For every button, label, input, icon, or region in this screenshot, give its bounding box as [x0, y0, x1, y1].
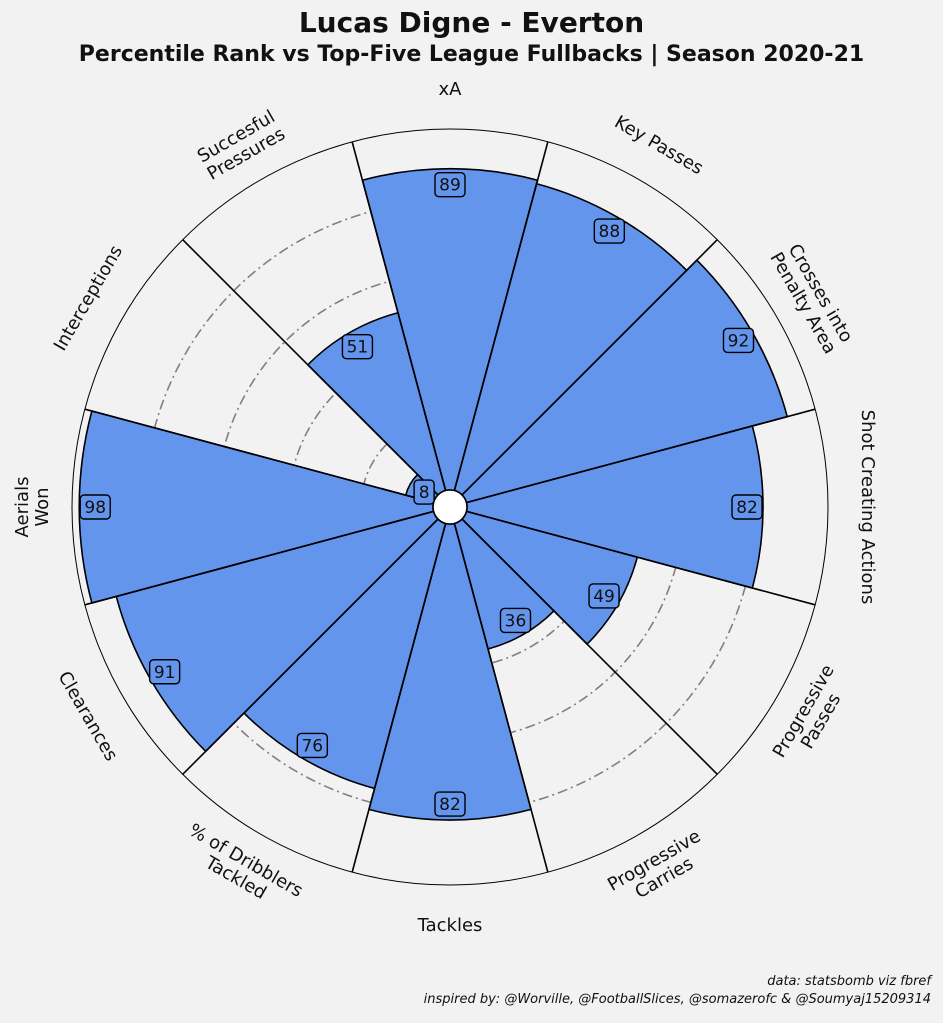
slice-divider: [182, 239, 439, 496]
slice-divider: [84, 408, 434, 504]
value-label: 82: [439, 795, 461, 815]
value-label-box: [588, 583, 620, 609]
category-label-line: Shot Creating Actions: [857, 410, 878, 605]
value-label: 89: [439, 176, 461, 196]
value-label: 91: [154, 663, 176, 683]
value-label-box: [296, 732, 329, 759]
slice-divider: [351, 523, 447, 873]
credits: data: statsbomb viz fbref inspired by: @…: [424, 973, 931, 1009]
value-label-box: [722, 327, 755, 354]
value-label-box: [79, 494, 111, 520]
value-label: 49: [593, 587, 615, 607]
category-label-shot-creating-actions: Shot Creating Actions: [857, 410, 878, 605]
credits-data-source: data: statsbomb viz fbref: [767, 974, 931, 989]
value-label: 92: [728, 331, 750, 351]
category-label-line: Key Passes: [611, 112, 707, 180]
category-label-line: Won: [32, 487, 53, 526]
value-label: 51: [347, 338, 369, 358]
value-label-box: [593, 218, 626, 244]
value-label-box: [413, 479, 435, 505]
center-hole: [432, 489, 468, 525]
category-label-tackles: Tackles: [417, 915, 483, 936]
value-label-box: [341, 333, 374, 360]
slice-divider: [351, 141, 447, 491]
credits-inspired-by: inspired by: @Worville, @FootballSlices,…: [423, 992, 931, 1007]
category-label-line: xA: [439, 79, 463, 100]
value-label: 98: [84, 498, 106, 518]
value-label-box: [148, 659, 181, 685]
category-label-xa: xA: [439, 79, 463, 100]
value-label: 8: [419, 483, 430, 503]
slice-divider: [84, 510, 434, 606]
value-label: 88: [599, 222, 621, 242]
category-label-line: Tackles: [417, 915, 483, 936]
category-label-line: Clearances: [54, 668, 122, 765]
value-label: 36: [505, 611, 527, 631]
category-label-line: Aerials: [12, 477, 33, 538]
slice-divider: [461, 518, 718, 775]
category-label-aerials-won: Aerials Won: [12, 477, 53, 538]
slice-divider: [453, 141, 549, 491]
category-label-clearances: Clearances: [54, 668, 122, 765]
chart-title: Lucas Digne - Everton: [298, 6, 645, 39]
slice-divider: [182, 518, 439, 775]
value-label-box: [499, 607, 532, 634]
chart-subtitle: Percentile Rank vs Top-Five League Fullb…: [78, 42, 865, 67]
value-label-box: [434, 172, 466, 198]
slice-divider: [466, 408, 816, 504]
slice-divider: [461, 239, 718, 496]
value-label: 76: [301, 736, 323, 756]
slice-divider: [453, 523, 549, 873]
value-label-box: [434, 791, 466, 817]
value-label: 82: [736, 498, 758, 518]
value-label-box: [731, 494, 763, 520]
slice-divider: [466, 510, 816, 606]
category-label-key-passes: Key Passes: [611, 112, 707, 180]
